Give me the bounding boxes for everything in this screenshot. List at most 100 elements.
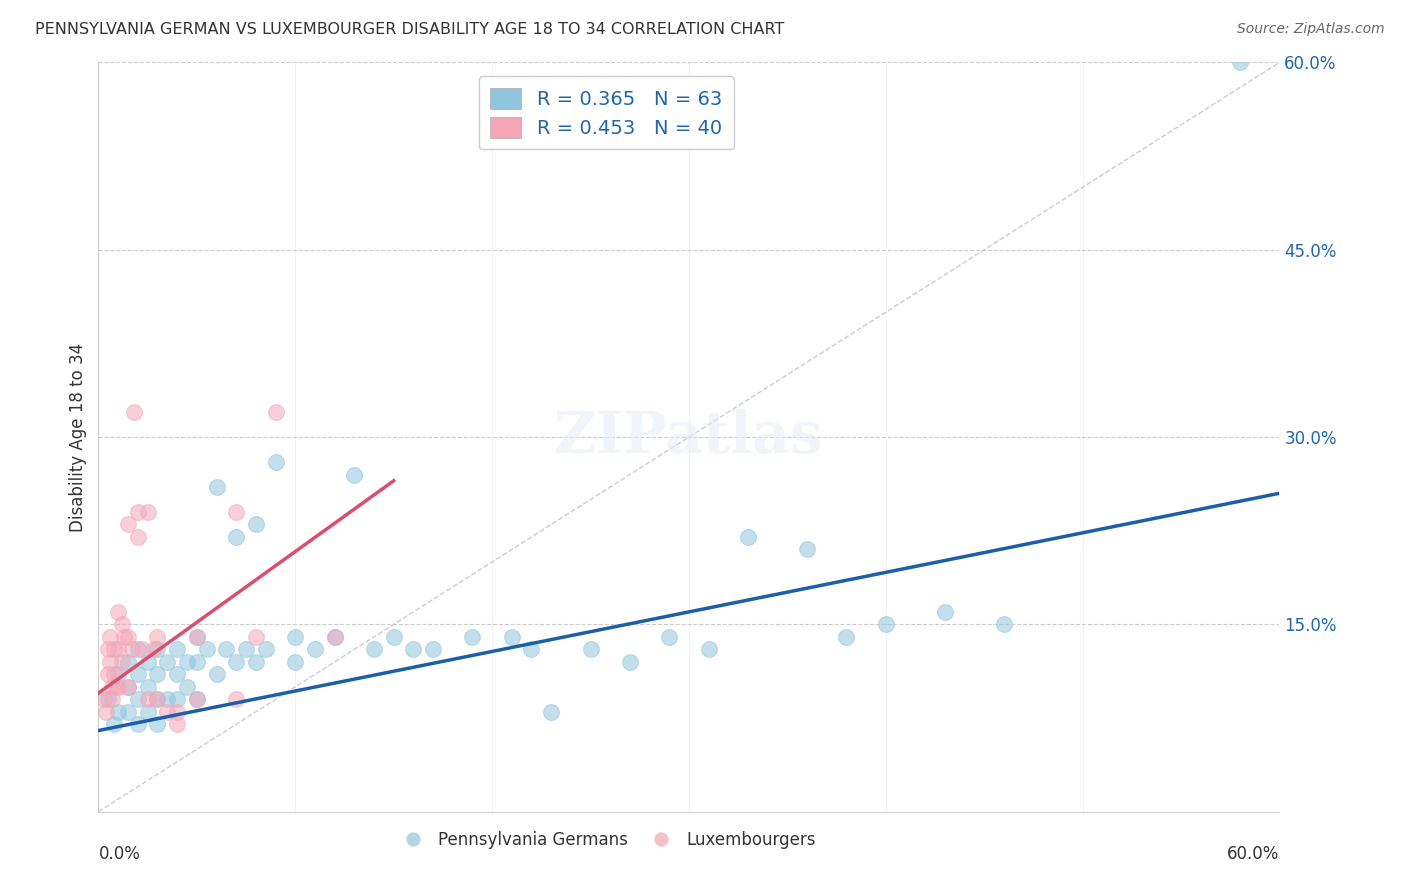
Point xyxy=(136,680,159,694)
Point xyxy=(98,630,121,644)
Point xyxy=(93,692,115,706)
Point xyxy=(304,642,326,657)
Legend: Pennsylvania Germans, Luxembourgers: Pennsylvania Germans, Luxembourgers xyxy=(389,824,823,855)
Point xyxy=(176,680,198,694)
Point xyxy=(697,642,720,657)
Point xyxy=(264,455,287,469)
Point xyxy=(111,655,134,669)
Point xyxy=(934,605,956,619)
Point xyxy=(796,542,818,557)
Point xyxy=(520,642,543,657)
Point xyxy=(105,680,128,694)
Point xyxy=(101,692,124,706)
Text: 60.0%: 60.0% xyxy=(1227,846,1279,863)
Point xyxy=(225,692,247,706)
Point xyxy=(142,642,165,657)
Point xyxy=(1229,55,1251,70)
Y-axis label: Disability Age 18 to 34: Disability Age 18 to 34 xyxy=(69,343,87,532)
Point xyxy=(215,642,238,657)
Point xyxy=(166,692,188,706)
Point xyxy=(225,655,247,669)
Point xyxy=(107,605,129,619)
Point xyxy=(156,692,179,706)
Point xyxy=(127,642,149,657)
Point xyxy=(993,617,1015,632)
Point xyxy=(97,642,120,657)
Point xyxy=(136,655,159,669)
Point xyxy=(461,630,484,644)
Point xyxy=(121,642,143,657)
Point xyxy=(127,530,149,544)
Point xyxy=(186,630,208,644)
Point xyxy=(136,505,159,519)
Point xyxy=(103,717,125,731)
Point xyxy=(127,692,149,706)
Point xyxy=(122,405,145,419)
Point xyxy=(363,642,385,657)
Point xyxy=(245,630,267,644)
Point xyxy=(107,705,129,719)
Point xyxy=(225,530,247,544)
Point xyxy=(166,667,188,681)
Point xyxy=(579,642,602,657)
Point xyxy=(186,692,208,706)
Point xyxy=(195,642,218,657)
Point xyxy=(103,642,125,657)
Point xyxy=(245,517,267,532)
Point xyxy=(96,705,118,719)
Point xyxy=(146,630,169,644)
Point xyxy=(97,692,120,706)
Point xyxy=(254,642,277,657)
Point xyxy=(117,655,139,669)
Point xyxy=(186,692,208,706)
Point xyxy=(176,655,198,669)
Point xyxy=(111,617,134,632)
Point xyxy=(205,667,228,681)
Text: Source: ZipAtlas.com: Source: ZipAtlas.com xyxy=(1237,22,1385,37)
Point xyxy=(186,630,208,644)
Point xyxy=(117,680,139,694)
Point xyxy=(166,705,188,719)
Point xyxy=(540,705,562,719)
Point xyxy=(117,680,139,694)
Point xyxy=(619,655,641,669)
Point xyxy=(166,642,188,657)
Point xyxy=(107,642,129,657)
Point xyxy=(127,717,149,731)
Point xyxy=(166,717,188,731)
Point xyxy=(205,480,228,494)
Point xyxy=(117,705,139,719)
Point xyxy=(284,655,307,669)
Point xyxy=(146,692,169,706)
Point xyxy=(107,667,129,681)
Point xyxy=(835,630,858,644)
Point xyxy=(402,642,425,657)
Point xyxy=(501,630,523,644)
Point xyxy=(382,630,405,644)
Point xyxy=(323,630,346,644)
Point xyxy=(131,642,153,657)
Point xyxy=(107,680,129,694)
Point xyxy=(284,630,307,644)
Point xyxy=(245,655,267,669)
Point xyxy=(146,717,169,731)
Point xyxy=(98,655,121,669)
Point xyxy=(97,667,120,681)
Point xyxy=(112,630,135,644)
Point xyxy=(225,505,247,519)
Point xyxy=(235,642,257,657)
Point xyxy=(323,630,346,644)
Point xyxy=(422,642,444,657)
Point xyxy=(117,630,139,644)
Point xyxy=(146,667,169,681)
Point xyxy=(264,405,287,419)
Point xyxy=(146,642,169,657)
Point xyxy=(343,467,366,482)
Text: PENNSYLVANIA GERMAN VS LUXEMBOURGER DISABILITY AGE 18 TO 34 CORRELATION CHART: PENNSYLVANIA GERMAN VS LUXEMBOURGER DISA… xyxy=(35,22,785,37)
Point xyxy=(127,667,149,681)
Point xyxy=(156,705,179,719)
Point xyxy=(186,655,208,669)
Point xyxy=(117,517,139,532)
Point xyxy=(146,692,169,706)
Text: 0.0%: 0.0% xyxy=(98,846,141,863)
